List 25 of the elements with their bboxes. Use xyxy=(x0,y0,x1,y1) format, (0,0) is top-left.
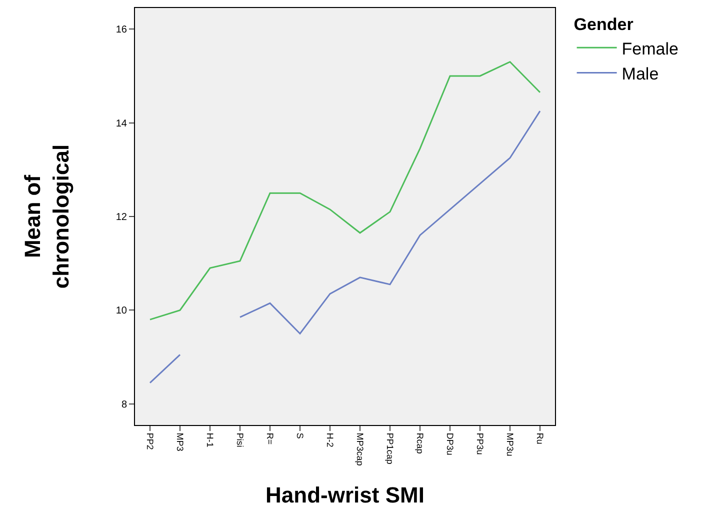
x-axis-title: Hand-wrist SMI xyxy=(266,482,424,508)
x-tick-label: Ru xyxy=(535,432,546,444)
x-tick-label: Rcap xyxy=(415,432,426,454)
x-tick-label: H-1 xyxy=(205,432,216,448)
x-tick-label: R= xyxy=(265,432,276,445)
y-axis-title: Mean of chronological xyxy=(20,144,74,289)
y-tick-label: 16 xyxy=(116,24,128,36)
legend-label: Male xyxy=(622,64,659,84)
y-tick-label: 12 xyxy=(116,212,128,223)
x-tick-label: H-2 xyxy=(325,432,336,448)
y-tick-label: 10 xyxy=(116,306,128,317)
x-tick-label: DP3u xyxy=(445,432,456,456)
x-tick-label: PP3u xyxy=(475,432,486,455)
x-tick-label: S xyxy=(295,432,306,439)
x-tick-label: PP2 xyxy=(145,432,156,450)
x-tick-label: PP1cap xyxy=(385,432,396,464)
x-tick-label: MP3 xyxy=(175,432,186,452)
line-series xyxy=(149,61,541,320)
x-tick-label: Pisi xyxy=(235,432,246,448)
x-tick-label: MP3cap xyxy=(355,432,366,466)
legend-title: Gender xyxy=(574,15,634,34)
y-tick-label: 8 xyxy=(121,399,128,410)
x-tick-label: MP3u xyxy=(505,432,516,456)
y-tick-label: 14 xyxy=(116,118,128,130)
legend-label: Female xyxy=(622,39,678,58)
